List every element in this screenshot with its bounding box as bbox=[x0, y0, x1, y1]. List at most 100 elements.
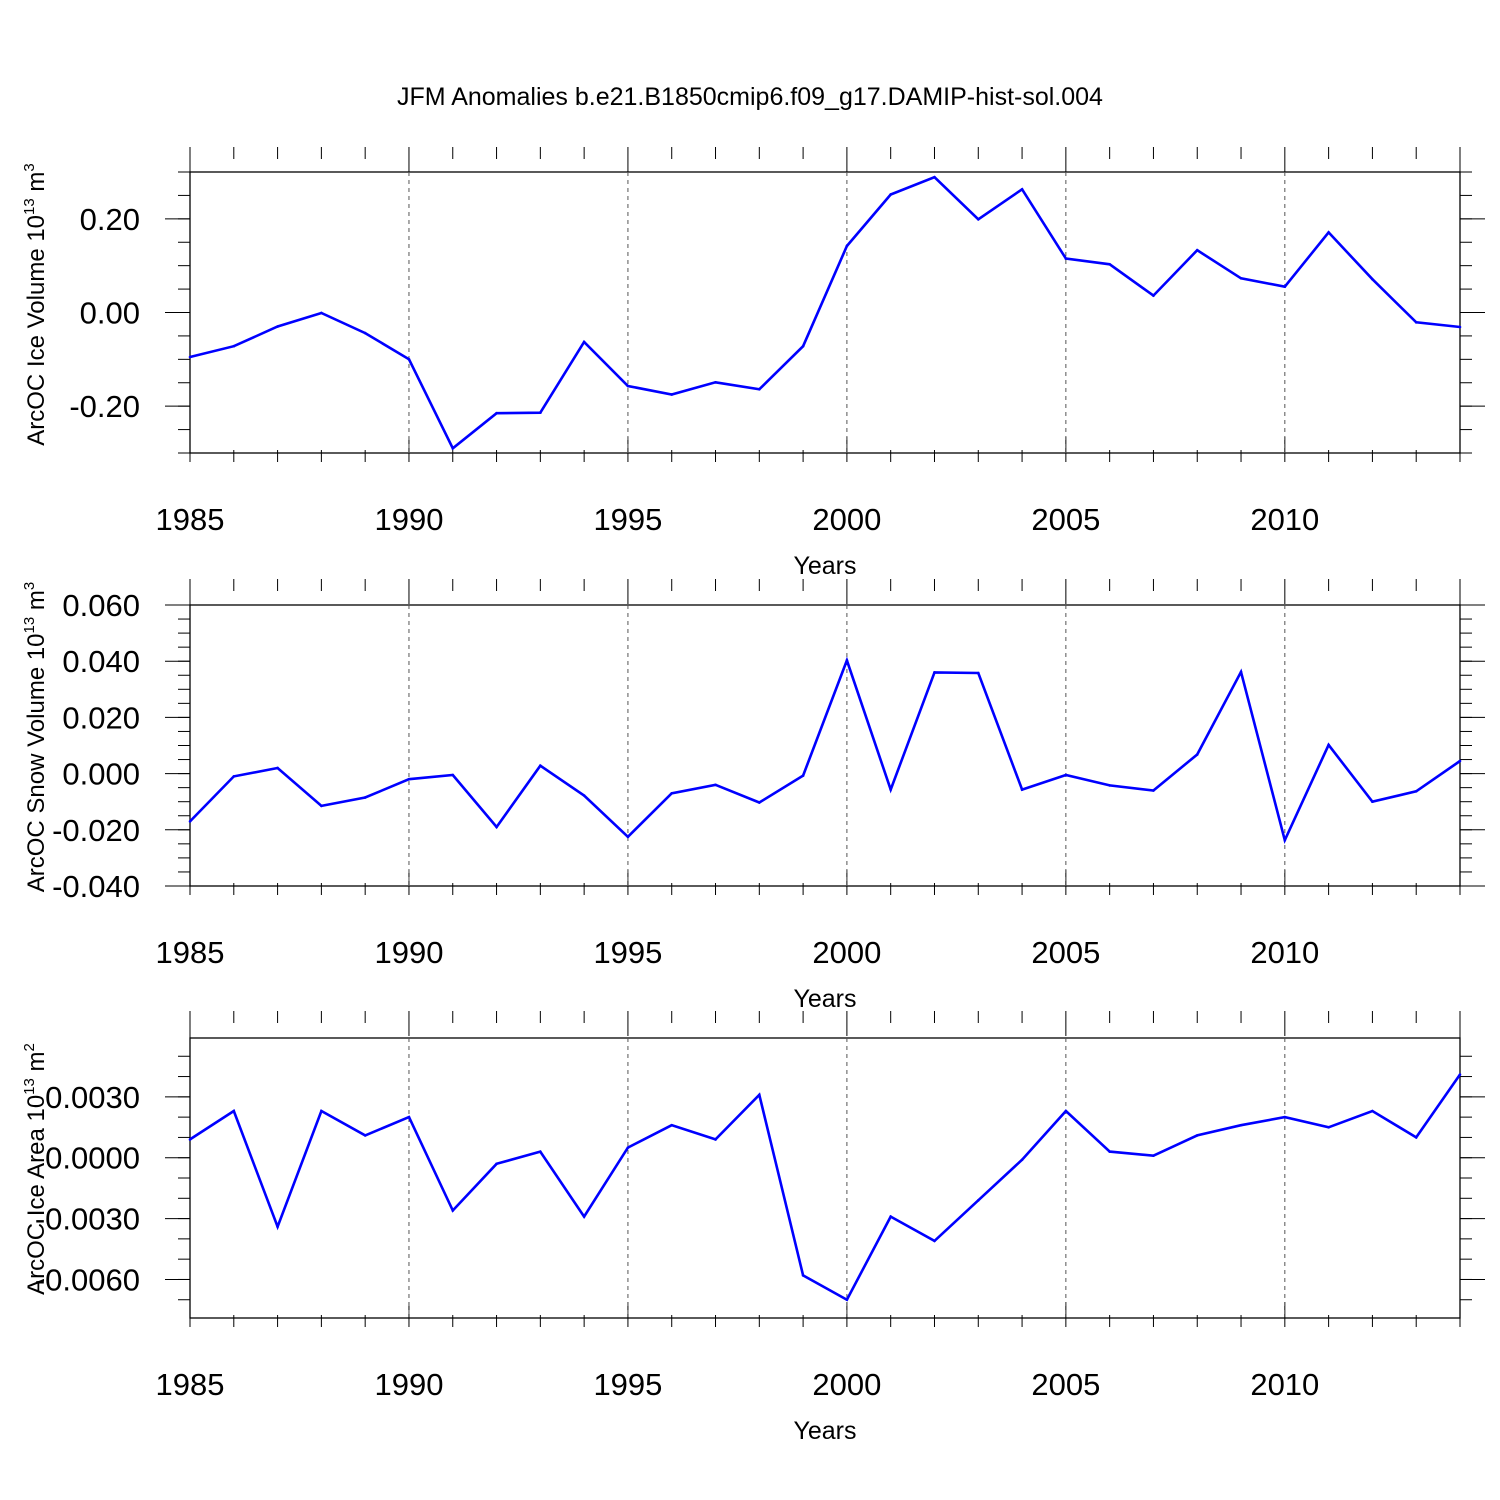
snow-volume-y-tick-label: 0.000 bbox=[62, 757, 140, 792]
snow-volume-data-point bbox=[276, 766, 279, 770]
ice-area-data-point bbox=[1327, 1125, 1330, 1129]
ice-area-data-point bbox=[758, 1093, 761, 1097]
ice-area-series-line bbox=[189, 1073, 1462, 1302]
ice-area-data-point bbox=[1152, 1154, 1155, 1157]
ice-volume-data-point bbox=[320, 311, 323, 315]
ice-area-y-label-part: 2 bbox=[21, 1043, 38, 1051]
snow-volume-data-point bbox=[1458, 759, 1462, 763]
ice-area-data-point bbox=[801, 1274, 805, 1277]
ice-area-data-point bbox=[539, 1150, 542, 1153]
ice-volume-y-tick-label: 0.20 bbox=[80, 202, 140, 237]
ice-volume-data-point bbox=[1414, 321, 1418, 324]
ice-volume-y-tick-label: 0.00 bbox=[80, 296, 140, 331]
ice-area-data-point bbox=[889, 1215, 892, 1218]
snow-volume-series-line bbox=[189, 656, 1461, 845]
snow-volume-data-point bbox=[188, 820, 192, 823]
ice-volume-y-label-part: 3 bbox=[21, 163, 38, 171]
ice-volume-data-point bbox=[1195, 248, 1199, 252]
ice-volume-data-point bbox=[670, 393, 674, 396]
ice-volume-data-point bbox=[1064, 257, 1068, 260]
snow-volume-data-point bbox=[1108, 784, 1111, 787]
snow-volume-y-label-part: ArcOC Snow Volume 10 bbox=[23, 633, 50, 892]
ice-volume-data-point bbox=[1283, 285, 1287, 289]
ice-volume-data-point bbox=[626, 384, 630, 388]
ice-volume-plot-frame bbox=[189, 171, 1461, 454]
ice-area-data-point bbox=[845, 1298, 849, 1302]
ice-area-y-label-part: 13 bbox=[21, 1078, 38, 1095]
ice-volume-data-point bbox=[188, 355, 192, 359]
snow-volume-y-tick-label: -0.020 bbox=[52, 813, 140, 848]
ice-area-data-point bbox=[188, 1138, 192, 1141]
ice-area-data-point bbox=[407, 1115, 411, 1119]
ice-area-x-tick-label: 2000 bbox=[812, 1367, 881, 1402]
snow-volume-y-tick-label: -0.040 bbox=[52, 869, 140, 904]
ice-volume-data-point bbox=[232, 344, 236, 348]
ice-area-x-axis-label: Years bbox=[793, 1417, 856, 1445]
snow-volume-data-point bbox=[1327, 743, 1330, 747]
ice-volume-data-point bbox=[1458, 325, 1462, 329]
ice-volume-data-point bbox=[495, 411, 498, 415]
snow-volume-data-point bbox=[1195, 753, 1199, 756]
ice-area-y-tick-label: -0.0030 bbox=[35, 1202, 140, 1237]
snow-volume-data-point bbox=[758, 801, 761, 804]
snow-volume-y-tick-label: 0.060 bbox=[62, 588, 140, 623]
snow-volume-data-point bbox=[1371, 800, 1374, 803]
ice-area-data-point bbox=[1283, 1115, 1287, 1119]
ice-area-data-point bbox=[1020, 1158, 1024, 1162]
ice-area-data-point bbox=[626, 1146, 630, 1149]
ice-volume-y-label-part: ArcOC Ice Volume 10 bbox=[23, 215, 50, 446]
ice-volume-data-point bbox=[451, 447, 455, 450]
snow-volume-data-point bbox=[845, 659, 849, 662]
snow-volume-plot-frame bbox=[189, 604, 1461, 887]
snow-volume-x-tick-label: 2005 bbox=[1031, 935, 1100, 970]
ice-area-data-point bbox=[232, 1109, 236, 1113]
ice-volume-y-axis-label: ArcOC Ice Volume 1013 m3 bbox=[21, 163, 50, 445]
ice-area-y-tick-label: 0.0000 bbox=[45, 1141, 140, 1176]
snow-volume-data-point bbox=[1152, 789, 1155, 792]
ice-volume-y-tick-label: -0.20 bbox=[69, 389, 140, 424]
snow-volume-data-point bbox=[495, 825, 498, 829]
ice-volume-data-point bbox=[976, 218, 980, 221]
snow-volume-data-point bbox=[670, 791, 674, 795]
chart-title: JFM Anomalies b.e21.B1850cmip6.f09_g17.D… bbox=[397, 83, 1103, 111]
ice-volume-x-tick-label: 1985 bbox=[156, 502, 225, 537]
ice-area-data-point bbox=[933, 1239, 936, 1243]
snow-volume-data-point bbox=[626, 835, 630, 839]
ice-area-data-point bbox=[1458, 1073, 1462, 1076]
ice-area-y-axis-label: ArcOC Ice Area 1013 m2 bbox=[21, 1043, 50, 1295]
snow-volume-data-point bbox=[1020, 788, 1024, 791]
ice-volume-data-point bbox=[1239, 277, 1243, 280]
ice-area-data-point bbox=[582, 1215, 586, 1218]
snow-volume-y-tick-label: 0.020 bbox=[62, 700, 140, 735]
ice-volume-data-point bbox=[582, 340, 586, 344]
ice-volume-data-point bbox=[407, 358, 411, 361]
ice-volume-data-point bbox=[714, 380, 717, 384]
snow-volume-y-label-part: m bbox=[23, 590, 50, 617]
snow-volume-x-axis-label: Years bbox=[793, 985, 856, 1013]
ice-volume-data-point bbox=[889, 193, 892, 196]
snow-volume-data-point bbox=[232, 775, 236, 778]
ice-area-data-point bbox=[451, 1209, 455, 1212]
ice-area-y-tick-label: -0.0060 bbox=[35, 1262, 140, 1297]
ice-area-data-point bbox=[1108, 1150, 1111, 1153]
ice-area-plot-frame bbox=[189, 1037, 1461, 1319]
ice-area-data-point bbox=[320, 1109, 323, 1113]
ice-area-x-tick-label: 1985 bbox=[156, 1367, 225, 1402]
ice-volume-data-point bbox=[933, 175, 936, 179]
ice-volume-x-tick-label: 2005 bbox=[1031, 502, 1100, 537]
snow-volume-data-point bbox=[1414, 790, 1418, 793]
ice-area-data-point bbox=[363, 1134, 367, 1137]
snow-volume-x-tick-label: 1985 bbox=[156, 935, 225, 970]
snow-volume-data-point bbox=[933, 671, 936, 674]
snow-volume-data-point bbox=[889, 788, 892, 791]
ice-volume-y-label-part: m bbox=[23, 172, 50, 199]
ice-volume-x-tick-label: 2010 bbox=[1250, 502, 1319, 537]
snow-volume-x-tick-label: 2000 bbox=[812, 935, 881, 970]
ice-volume-data-point bbox=[539, 411, 542, 415]
snow-volume-panel: 1985 1990 1995 2000 2005 2010 0.060 0.040 0.020 0… bbox=[21, 579, 1485, 1013]
ice-volume-x-tick-label: 2000 bbox=[812, 502, 881, 537]
ice-volume-data-point bbox=[1152, 294, 1155, 297]
snow-volume-data-point bbox=[1064, 773, 1068, 777]
ice-area-data-point bbox=[495, 1162, 498, 1166]
snow-volume-data-point bbox=[320, 804, 323, 808]
